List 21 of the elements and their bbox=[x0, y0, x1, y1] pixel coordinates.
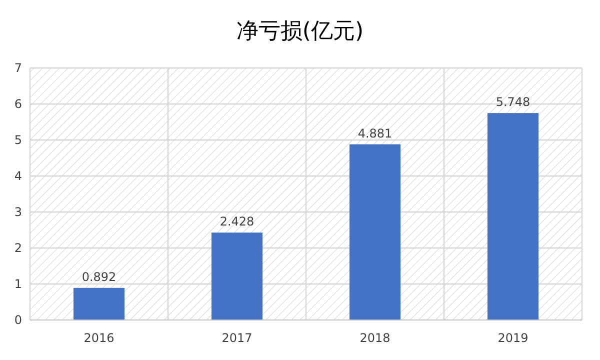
bar bbox=[73, 288, 125, 320]
y-tick-label: 7 bbox=[14, 61, 22, 76]
y-tick-label: 3 bbox=[14, 205, 22, 220]
y-tick-label: 4 bbox=[14, 169, 22, 184]
bar bbox=[349, 144, 401, 320]
x-tick-label: 2019 bbox=[498, 331, 528, 345]
y-tick-label: 5 bbox=[14, 133, 22, 148]
data-label: 0.892 bbox=[82, 270, 116, 284]
x-tick-label: 2018 bbox=[360, 331, 390, 345]
y-tick-label: 1 bbox=[14, 277, 22, 292]
data-label: 5.748 bbox=[496, 95, 530, 110]
bar bbox=[211, 232, 263, 320]
y-tick-label: 2 bbox=[14, 241, 22, 256]
x-tick-label: 2017 bbox=[222, 331, 252, 345]
y-tick-label: 0 bbox=[14, 313, 22, 328]
data-label: 4.881 bbox=[358, 126, 392, 140]
x-tick-label: 2016 bbox=[84, 331, 114, 345]
bar bbox=[487, 113, 539, 320]
y-tick-label: 6 bbox=[14, 97, 22, 112]
data-label: 2.428 bbox=[220, 214, 254, 229]
chart-title: 净亏损(亿元) bbox=[236, 19, 364, 44]
